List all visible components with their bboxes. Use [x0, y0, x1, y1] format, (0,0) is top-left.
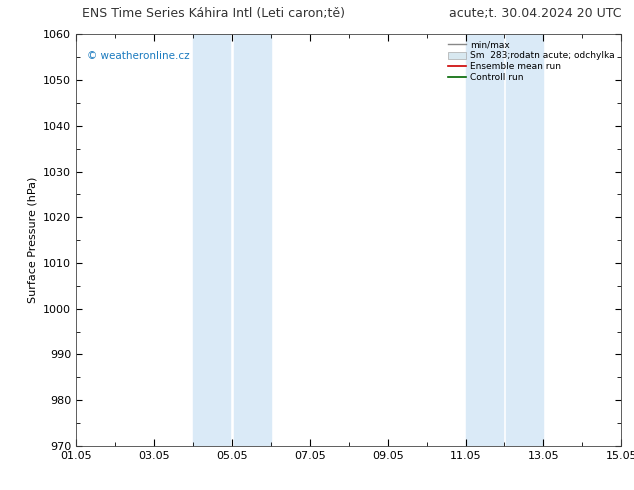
Bar: [193, 34, 230, 446]
Text: acute;t. 30.04.2024 20 UTC: acute;t. 30.04.2024 20 UTC: [449, 7, 621, 21]
Text: © weatheronline.cz: © weatheronline.cz: [87, 51, 190, 61]
Bar: [465, 34, 503, 446]
Y-axis label: Surface Pressure (hPa): Surface Pressure (hPa): [27, 177, 37, 303]
Bar: [507, 34, 543, 446]
Bar: [234, 34, 271, 446]
Text: ENS Time Series Káhira Intl (Leti caron;tě): ENS Time Series Káhira Intl (Leti caron;…: [82, 7, 346, 21]
Legend: min/max, Sm  283;rodatn acute; odchylka, Ensemble mean run, Controll run: min/max, Sm 283;rodatn acute; odchylka, …: [446, 39, 617, 84]
